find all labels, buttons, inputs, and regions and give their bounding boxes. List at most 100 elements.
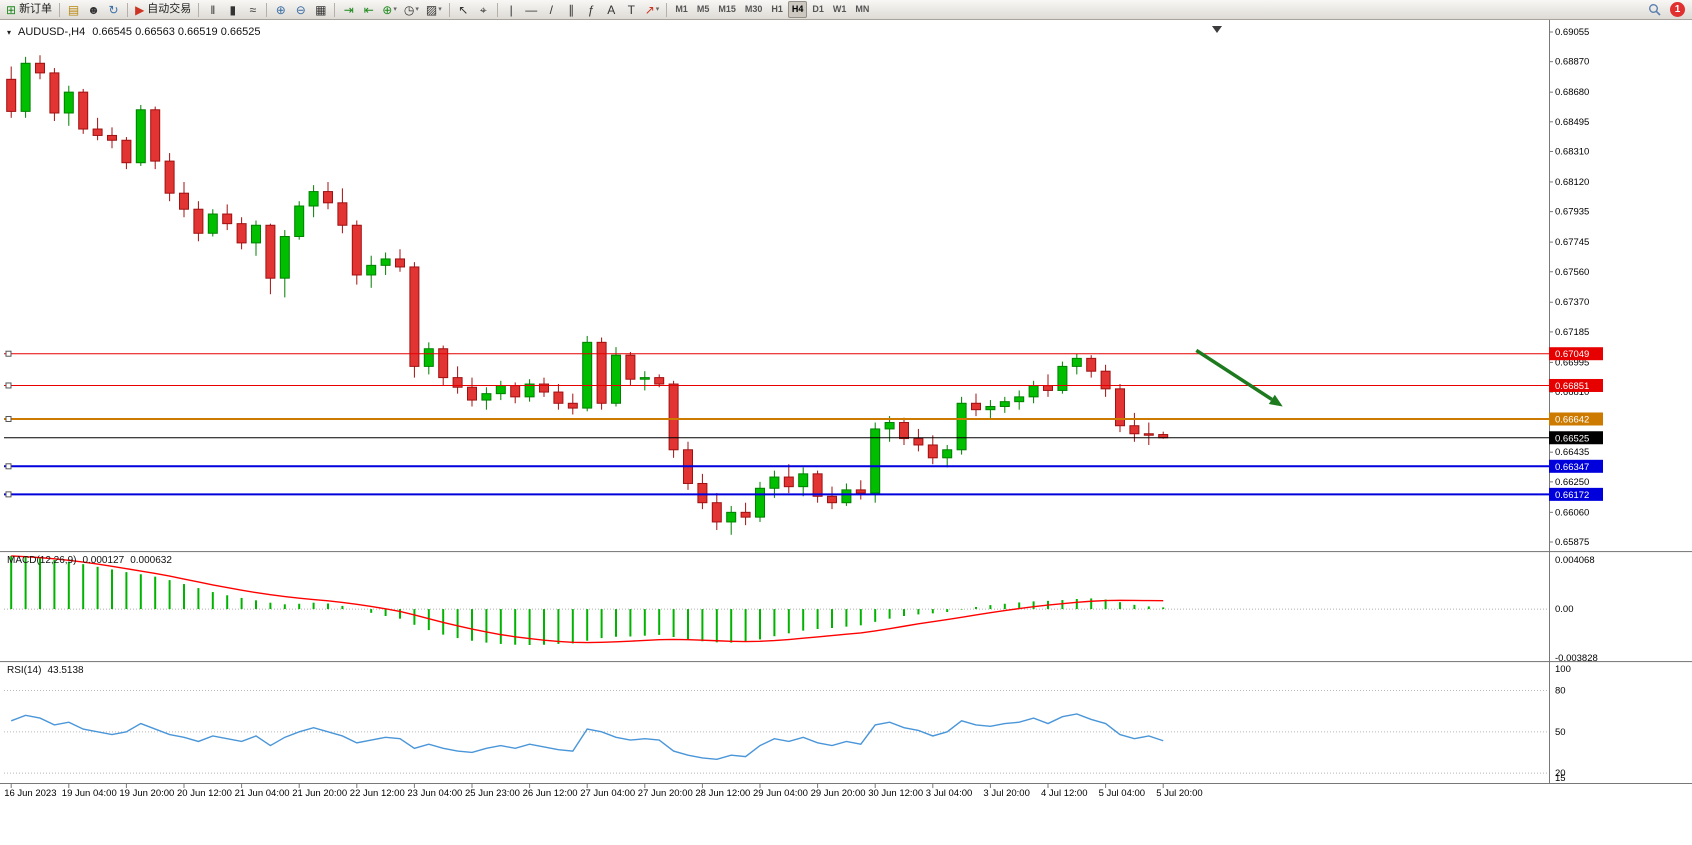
- new-order-button[interactable]: ⊞ 新订单: [3, 1, 55, 18]
- timeframe-button-h4[interactable]: H4: [787, 1, 808, 18]
- candle: [769, 470, 780, 498]
- chart-bars-icon[interactable]: ‖: [210, 2, 216, 17]
- candle: [49, 68, 60, 122]
- price-badge: [1549, 412, 1603, 426]
- candle: [222, 204, 233, 231]
- history-center-icon[interactable]: ↻: [108, 2, 119, 17]
- periods-button[interactable]: ◷ ▾: [401, 1, 422, 18]
- chart-shift-icon[interactable]: ⇤: [363, 2, 374, 17]
- tile-windows-icon[interactable]: ▦: [315, 2, 327, 17]
- trend-arrow[interactable]: [1195, 348, 1273, 401]
- time-axis-label: 23 Jun 04:00: [407, 788, 462, 799]
- rsi-scale-label: 15: [1555, 773, 1566, 784]
- timeframe-button-h1[interactable]: H1: [771, 4, 783, 14]
- timeframe-button-m30[interactable]: M30: [744, 4, 763, 14]
- price-axis-label: 0.66995: [1555, 357, 1589, 368]
- trend-arrow-head[interactable]: [1268, 394, 1283, 407]
- price-badge: [1549, 378, 1603, 392]
- candle: [265, 223, 276, 295]
- timeframe-button-w1[interactable]: W1: [832, 4, 847, 14]
- candle: [1129, 412, 1140, 442]
- templates-icon: ▨: [425, 2, 438, 17]
- price-axis-label: 0.67370: [1555, 297, 1589, 308]
- horizontal-line-icon[interactable]: —: [525, 2, 538, 17]
- candle: [755, 481, 765, 522]
- text-icon[interactable]: A: [607, 2, 616, 17]
- search-icon[interactable]: [1645, 1, 1664, 18]
- time-axis-label: 5 Jul 20:00: [1156, 788, 1202, 799]
- candle: [639, 371, 650, 391]
- chart-shift-marker[interactable]: [1212, 26, 1222, 33]
- price-axis-label: 0.67745: [1555, 237, 1589, 248]
- candle: [467, 377, 477, 407]
- line-handle[interactable]: [5, 350, 12, 357]
- autotrading-icon: ▶: [135, 2, 145, 17]
- templates-button[interactable]: ▨ ▾: [423, 1, 445, 18]
- chevron-down-icon: ▾: [438, 6, 442, 13]
- time-axis-label: 3 Jul 04:00: [926, 788, 972, 799]
- candle: [121, 137, 132, 170]
- new-order-label: 新订单: [19, 3, 53, 15]
- fibonacci-icon[interactable]: ƒ: [587, 2, 595, 17]
- price-badge: [1549, 431, 1603, 445]
- candle: [1100, 364, 1111, 397]
- line-handle[interactable]: [5, 415, 12, 422]
- time-axis-label: 22 Jun 12:00: [350, 788, 405, 799]
- candle: [20, 56, 31, 118]
- time-axis-label: 26 Jun 12:00: [523, 788, 578, 799]
- time-axis-label: 19 Jun 04:00: [62, 788, 117, 799]
- channel-icon[interactable]: ∥: [568, 2, 575, 17]
- rsi-scale-label: 80: [1555, 686, 1566, 697]
- candle: [438, 345, 449, 386]
- price-badge-label: 0.66172: [1555, 490, 1589, 501]
- chart-line-icon[interactable]: ≈: [249, 2, 257, 17]
- crosshair-icon[interactable]: ⌖: [479, 2, 487, 17]
- autotrading-button[interactable]: ▶ 自动交易: [132, 1, 194, 18]
- candle: [899, 417, 909, 445]
- auto-scroll-icon[interactable]: ⇥: [343, 2, 354, 17]
- timeframe-button-m5[interactable]: M5: [696, 4, 710, 14]
- candle: [999, 396, 1010, 413]
- macd-scale-label: 0.004068: [1555, 555, 1595, 566]
- toolbar-right-group: 1: [1645, 1, 1689, 18]
- arrows-button[interactable]: ↗ ▾: [642, 1, 663, 18]
- price-axis-label: 0.68870: [1555, 57, 1589, 68]
- price-axis-label: 0.67185: [1555, 327, 1589, 338]
- line-handle[interactable]: [5, 382, 12, 389]
- zoom-in-icon[interactable]: ⊕: [275, 2, 286, 17]
- price-badge: [1549, 459, 1603, 473]
- price-axis-label: 0.66435: [1555, 447, 1589, 458]
- new-order-icon: ⊞: [6, 2, 17, 17]
- timeframe-button-m1[interactable]: M1: [675, 4, 688, 14]
- line-handle[interactable]: [5, 463, 12, 470]
- charts-folder-icon[interactable]: ▤: [67, 2, 80, 17]
- candle: [236, 217, 247, 250]
- timeframe-button-m15[interactable]: M15: [718, 4, 736, 14]
- chart-candles-icon[interactable]: ▮: [229, 2, 237, 17]
- timeframe-toolbar: M1 M5 M15 M30 H1 H4 D1 W1 MN: [671, 1, 873, 18]
- timeframe-button-d1[interactable]: D1: [812, 4, 824, 14]
- cursor-icon[interactable]: ↖: [458, 2, 469, 17]
- candle: [92, 117, 103, 141]
- candle: [164, 153, 175, 202]
- zoom-out-icon[interactable]: ⊖: [295, 2, 306, 17]
- candle: [1115, 384, 1125, 433]
- candle: [798, 467, 809, 497]
- timeframe-button-mn[interactable]: MN: [855, 4, 870, 14]
- line-handle[interactable]: [5, 491, 12, 498]
- label-icon[interactable]: T: [627, 2, 635, 17]
- vertical-line-icon[interactable]: |: [509, 2, 513, 17]
- candle: [366, 255, 377, 288]
- indicators-icon: ⊕: [382, 2, 393, 17]
- toolbar-separator: [266, 2, 268, 17]
- candle: [956, 396, 967, 455]
- macd-scale-label: -0.003828: [1555, 653, 1598, 664]
- indicators-button[interactable]: ⊕ ▾: [379, 1, 400, 18]
- trendline-icon[interactable]: /: [549, 2, 553, 17]
- notification-badge[interactable]: 1: [1670, 2, 1685, 17]
- profiles-icon[interactable]: ☻: [87, 2, 100, 17]
- candle: [870, 422, 881, 503]
- time-axis-label: 29 Jun 04:00: [753, 788, 808, 799]
- chart-canvas[interactable]: 0.69055 0.68870 0.68680 0.68495 0.68310 0.681…: [0, 20, 1692, 845]
- candle: [927, 435, 938, 465]
